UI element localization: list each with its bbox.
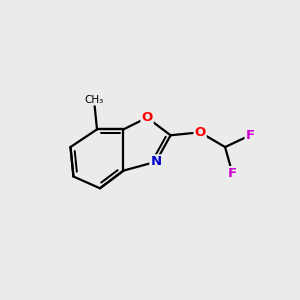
Text: O: O <box>141 111 153 124</box>
Text: N: N <box>150 155 161 168</box>
Text: F: F <box>245 129 255 142</box>
Text: F: F <box>228 167 237 180</box>
Text: O: O <box>194 126 206 139</box>
Text: CH₃: CH₃ <box>84 95 104 105</box>
